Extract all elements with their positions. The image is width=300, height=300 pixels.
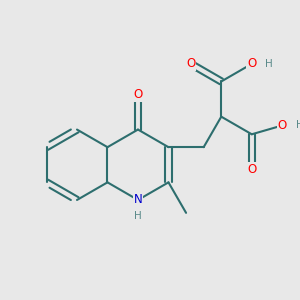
Text: O: O — [186, 57, 195, 70]
Text: H: H — [266, 59, 273, 69]
Text: O: O — [247, 163, 256, 176]
Text: H: H — [296, 121, 300, 130]
Text: O: O — [134, 88, 142, 101]
Text: H: H — [134, 211, 142, 221]
Text: O: O — [247, 57, 256, 70]
Text: N: N — [134, 194, 142, 206]
Text: O: O — [278, 119, 287, 132]
